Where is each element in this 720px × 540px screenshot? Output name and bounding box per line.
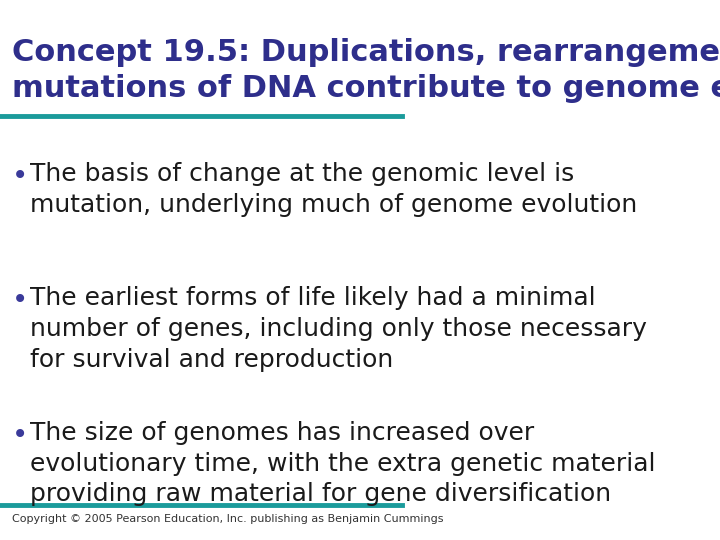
Text: Concept 19.5: Duplications, rearrangements, and
mutations of DNA contribute to g: Concept 19.5: Duplications, rearrangemen… [12, 38, 720, 103]
Text: •: • [12, 162, 28, 190]
Text: The earliest forms of life likely had a minimal
number of genes, including only : The earliest forms of life likely had a … [30, 286, 647, 372]
Text: The basis of change at the genomic level is
mutation, underlying much of genome : The basis of change at the genomic level… [30, 162, 637, 217]
Text: •: • [12, 421, 28, 449]
Text: •: • [12, 286, 28, 314]
Text: The size of genomes has increased over
evolutionary time, with the extra genetic: The size of genomes has increased over e… [30, 421, 656, 507]
Text: Copyright © 2005 Pearson Education, Inc. publishing as Benjamin Cummings: Copyright © 2005 Pearson Education, Inc.… [12, 514, 444, 524]
